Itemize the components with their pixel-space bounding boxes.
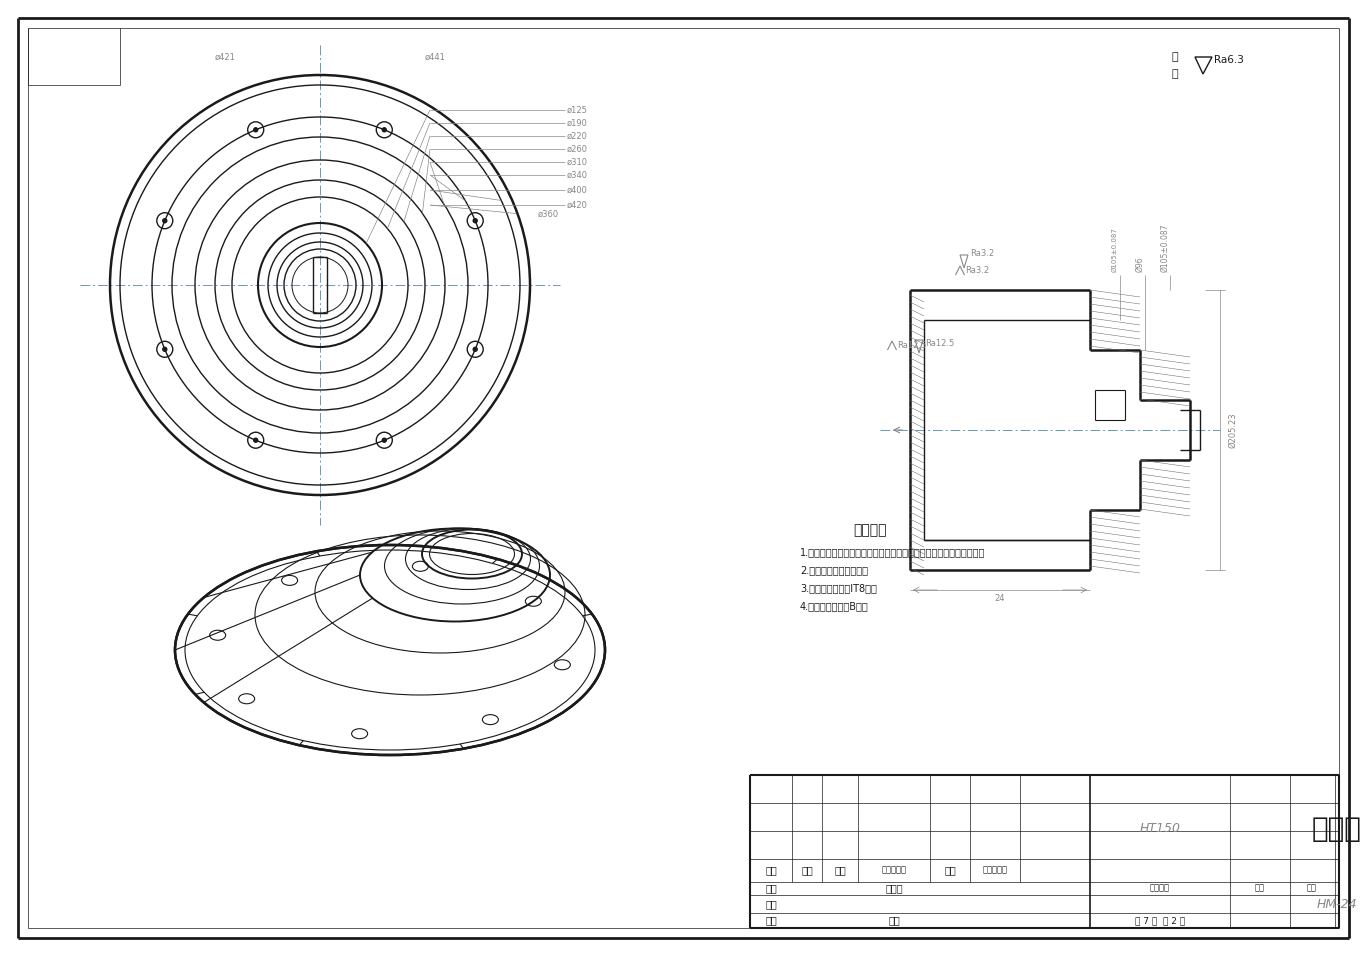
Circle shape <box>254 438 258 443</box>
Text: ø125: ø125 <box>567 105 588 115</box>
Text: ø260: ø260 <box>567 144 588 154</box>
Text: 设计: 设计 <box>766 883 776 893</box>
Text: 技术要求: 技术要求 <box>853 523 887 537</box>
Circle shape <box>163 347 167 351</box>
Text: Ø105±0.087: Ø105±0.087 <box>1161 224 1170 272</box>
Text: 余: 余 <box>1172 69 1178 79</box>
Text: Ra12.5: Ra12.5 <box>925 338 954 347</box>
Circle shape <box>383 128 387 132</box>
Text: 审核: 审核 <box>766 899 776 909</box>
Text: 4.未注形位公差按B级。: 4.未注形位公差按B级。 <box>800 601 869 611</box>
Text: ø340: ø340 <box>567 170 588 180</box>
Text: Ra6.3: Ra6.3 <box>1214 55 1244 65</box>
Circle shape <box>163 219 167 223</box>
Text: ø421: ø421 <box>215 53 235 62</box>
Text: 标记: 标记 <box>766 865 776 875</box>
Text: Ø96: Ø96 <box>1136 256 1144 272</box>
Text: 批准: 批准 <box>889 916 899 925</box>
Text: ø190: ø190 <box>567 119 588 127</box>
Text: 标准化: 标准化 <box>886 883 902 893</box>
Text: Ra12.5: Ra12.5 <box>897 341 927 350</box>
Text: 重量: 重量 <box>1255 883 1264 893</box>
Circle shape <box>383 438 387 443</box>
Text: ø400: ø400 <box>567 185 588 194</box>
Circle shape <box>473 347 477 351</box>
Text: 比例: 比例 <box>1307 883 1316 893</box>
Text: HT150: HT150 <box>1140 822 1181 835</box>
Text: 左端盖: 左端盖 <box>1312 815 1362 842</box>
Text: 更改文件号: 更改文件号 <box>882 865 906 875</box>
Text: 1.铸件表面要求光滑、平整，不得有冷隔、沙眼、缩孔、疏松等缺陷；: 1.铸件表面要求光滑、平整，不得有冷隔、沙眼、缩孔、疏松等缺陷； <box>800 547 986 557</box>
Text: 2.锐角倒钇，去除毛刺；: 2.锐角倒钇，去除毛刺； <box>800 565 868 575</box>
Text: HM-24: HM-24 <box>1316 899 1357 911</box>
Text: 共 7 张  第 2 张: 共 7 张 第 2 张 <box>1135 916 1185 925</box>
Text: 年、月、日: 年、月、日 <box>983 865 1007 875</box>
Text: ø441: ø441 <box>425 53 446 62</box>
Text: ø220: ø220 <box>567 132 588 141</box>
Text: 其: 其 <box>1172 52 1178 62</box>
Text: Ø205.23: Ø205.23 <box>1228 412 1237 447</box>
Text: Ra3.2: Ra3.2 <box>965 266 990 275</box>
Text: 工艺: 工艺 <box>766 916 776 925</box>
Text: 分区: 分区 <box>834 865 846 875</box>
Text: ø310: ø310 <box>567 158 588 166</box>
Text: Ø105±0.087: Ø105±0.087 <box>1111 228 1118 272</box>
Text: ø420: ø420 <box>567 201 588 209</box>
Text: 3.未注尺寸公差按IT8级；: 3.未注尺寸公差按IT8级； <box>800 583 876 593</box>
Text: ø360: ø360 <box>539 210 559 219</box>
Text: 处数: 处数 <box>801 865 813 875</box>
Text: 签名: 签名 <box>945 865 956 875</box>
Text: 24: 24 <box>995 594 1005 603</box>
Text: 阶段标记: 阶段标记 <box>1150 883 1170 893</box>
Circle shape <box>254 128 258 132</box>
Text: Ra3.2: Ra3.2 <box>971 249 994 258</box>
Circle shape <box>473 219 477 223</box>
